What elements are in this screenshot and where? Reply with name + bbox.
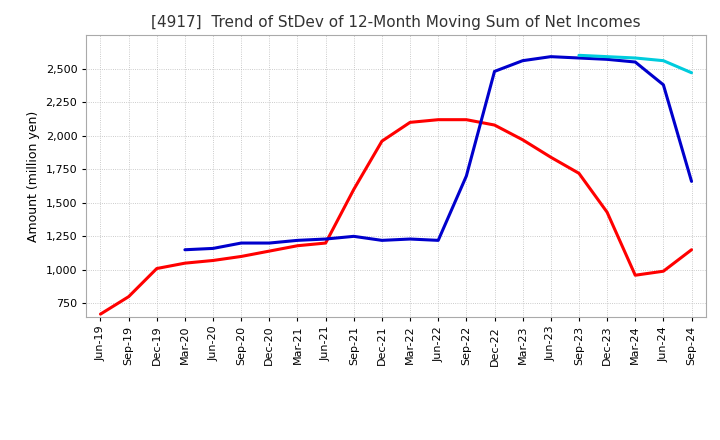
3 Years (209, 258, 217, 263)
5 Years (659, 82, 667, 88)
Line: 3 Years: 3 Years (101, 120, 691, 314)
3 Years (293, 243, 302, 248)
5 Years (546, 54, 555, 59)
3 Years (575, 171, 583, 176)
3 Years (265, 249, 274, 254)
7 Years (575, 53, 583, 58)
3 Years (518, 137, 527, 143)
Line: 7 Years: 7 Years (579, 55, 691, 73)
5 Years (687, 179, 696, 184)
3 Years (546, 154, 555, 160)
5 Years (603, 57, 611, 62)
3 Years (377, 139, 386, 144)
5 Years (265, 240, 274, 246)
5 Years (462, 173, 471, 179)
3 Years (237, 254, 246, 259)
5 Years (349, 234, 358, 239)
3 Years (181, 260, 189, 266)
3 Years (434, 117, 443, 122)
7 Years (687, 70, 696, 75)
5 Years (377, 238, 386, 243)
7 Years (603, 54, 611, 59)
Y-axis label: Amount (million yen): Amount (million yen) (27, 110, 40, 242)
3 Years (96, 312, 105, 317)
Title: [4917]  Trend of StDev of 12-Month Moving Sum of Net Incomes: [4917] Trend of StDev of 12-Month Moving… (151, 15, 641, 30)
5 Years (181, 247, 189, 253)
5 Years (321, 236, 330, 242)
3 Years (321, 240, 330, 246)
3 Years (659, 268, 667, 274)
3 Years (406, 120, 415, 125)
Line: 5 Years: 5 Years (185, 57, 691, 250)
3 Years (631, 273, 639, 278)
5 Years (490, 69, 499, 74)
3 Years (462, 117, 471, 122)
3 Years (490, 122, 499, 128)
3 Years (125, 294, 133, 299)
7 Years (631, 55, 639, 61)
7 Years (659, 58, 667, 63)
5 Years (406, 236, 415, 242)
5 Years (434, 238, 443, 243)
5 Years (518, 58, 527, 63)
5 Years (209, 246, 217, 251)
5 Years (575, 55, 583, 61)
5 Years (237, 240, 246, 246)
5 Years (293, 238, 302, 243)
3 Years (153, 266, 161, 271)
3 Years (603, 209, 611, 215)
3 Years (349, 187, 358, 192)
5 Years (631, 59, 639, 65)
3 Years (687, 247, 696, 253)
